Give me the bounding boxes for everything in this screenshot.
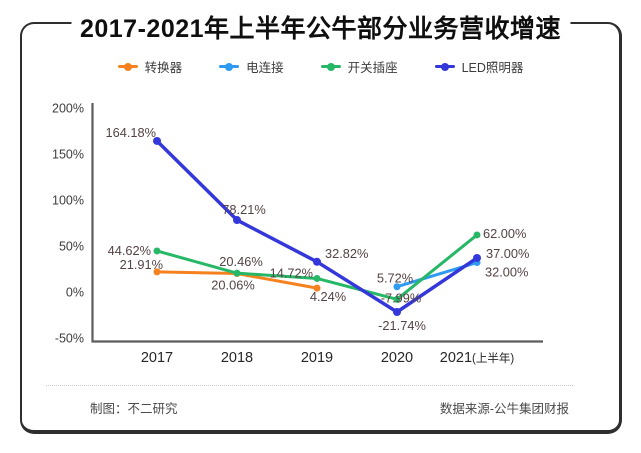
legend-dot-icon	[225, 62, 234, 71]
footer-source: 数据来源-公牛集团财报	[439, 402, 569, 416]
legend-dot-icon	[440, 62, 449, 71]
data-label: 5.72%	[377, 271, 413, 286]
y-tick-label: 100%	[52, 194, 84, 208]
legend-item-0[interactable]: 转换器	[117, 57, 183, 76]
legend-item-3[interactable]: LED照明器	[434, 57, 524, 76]
legend-item-2[interactable]: 开关插座	[320, 57, 398, 76]
legend-marker-icon	[219, 62, 240, 71]
data-point	[313, 284, 321, 292]
legend-label: 开关插座	[347, 61, 398, 75]
footer-credit: 制图：不二研究	[90, 402, 178, 416]
x-tick-label: 2020	[381, 350, 413, 366]
legend-label: LED照明器	[461, 61, 524, 75]
data-label: 20.06%	[211, 278, 254, 293]
x-tick-label: 2019	[301, 350, 333, 366]
data-point	[313, 274, 321, 282]
x-tick-label: 2017	[141, 350, 173, 366]
data-label: -21.74%	[378, 318, 426, 333]
data-label: -7.99%	[381, 290, 422, 305]
y-tick-label: 200%	[52, 102, 84, 116]
x-tick-label: 2018	[221, 350, 253, 366]
legend-marker-icon	[434, 62, 455, 71]
data-label: 14.72%	[270, 265, 313, 280]
legend-marker-icon	[117, 62, 138, 71]
data-label: 32.82%	[325, 246, 368, 261]
data-point	[393, 295, 401, 303]
data-point	[393, 308, 401, 317]
y-tick-label: -50%	[55, 332, 84, 346]
data-label: 21.91%	[120, 257, 163, 272]
chart-legend: 转换器 电连接 开关插座 LED照明器	[22, 57, 619, 76]
data-label: 32.00%	[485, 265, 528, 280]
legend-marker-icon	[320, 62, 341, 71]
data-point	[393, 283, 401, 291]
chart-card: 2017-2021年上半年公牛部分业务营收增速 转换器 电连接 开关插座 LED照明器…	[20, 9, 622, 434]
data-label: 4.24%	[310, 289, 346, 304]
footer: 制图：不二研究 数据来源-公牛集团财报	[22, 398, 619, 417]
x-tick-label: 2021(上半年)	[440, 350, 515, 366]
legend-dot-icon	[123, 62, 132, 71]
data-point	[313, 257, 321, 266]
data-point	[233, 216, 241, 225]
y-tick-label: 50%	[59, 240, 84, 254]
data-label: 37.00%	[486, 246, 529, 261]
legend-item-1[interactable]: 电连接	[219, 57, 284, 76]
data-label: 164.18%	[105, 125, 156, 140]
footer-divider	[46, 385, 573, 386]
data-point	[473, 231, 481, 239]
data-label: 78.21%	[222, 202, 265, 217]
legend-dot-icon	[326, 62, 335, 71]
legend-label: 电连接	[246, 61, 284, 75]
y-tick-label: 0%	[66, 286, 84, 300]
legend-label: 转换器	[144, 61, 183, 75]
data-point	[473, 253, 481, 262]
data-point	[153, 268, 161, 276]
data-point	[233, 269, 241, 277]
y-tick-label: 150%	[52, 148, 84, 162]
data-label: 62.00%	[483, 226, 526, 241]
chart-title: 2017-2021年上半年公牛部分业务营收增速	[70, 9, 571, 45]
data-point	[153, 136, 161, 145]
data-point	[153, 247, 161, 255]
data-label: 44.62%	[108, 243, 151, 258]
data-label: 20.46%	[219, 254, 262, 269]
